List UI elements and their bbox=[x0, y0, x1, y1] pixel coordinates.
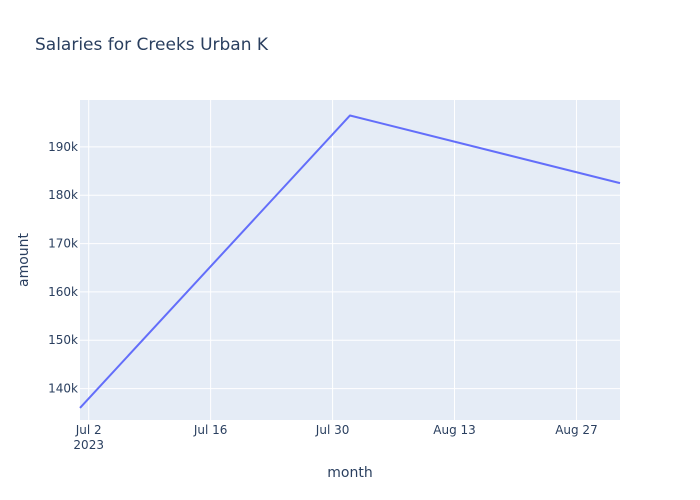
series-layer bbox=[79, 114, 621, 409]
x-axis-year-label: 2023 bbox=[73, 438, 104, 452]
x-tick-label: Jul 2 bbox=[75, 423, 102, 437]
chart-title: Salaries for Creeks Urban K bbox=[35, 35, 269, 55]
plot-area bbox=[80, 100, 620, 420]
x-tick-label: Jul 16 bbox=[193, 423, 228, 437]
y-axis-ticks: 140k 150k 160k 170k 180k 190k bbox=[48, 140, 78, 396]
y-tick-label: 190k bbox=[48, 140, 78, 154]
x-tick-label: Jul 30 bbox=[315, 423, 350, 437]
x-gridlines bbox=[88, 100, 577, 420]
y-gridlines bbox=[80, 146, 620, 390]
y-tick-label: 140k bbox=[48, 382, 78, 396]
x-axis-ticks: Jul 2 Jul 16 Jul 30 Aug 13 Aug 27 bbox=[75, 423, 598, 437]
series-line bbox=[79, 114, 621, 409]
y-tick-label: 170k bbox=[48, 237, 78, 251]
x-axis-title: month bbox=[327, 465, 372, 481]
y-tick-label: 150k bbox=[48, 333, 78, 347]
x-tick-label: Aug 13 bbox=[433, 423, 476, 437]
x-tick-label: Aug 27 bbox=[555, 423, 598, 437]
y-tick-label: 160k bbox=[48, 285, 78, 299]
y-axis-title: amount bbox=[16, 232, 32, 287]
y-tick-label: 180k bbox=[48, 188, 78, 202]
